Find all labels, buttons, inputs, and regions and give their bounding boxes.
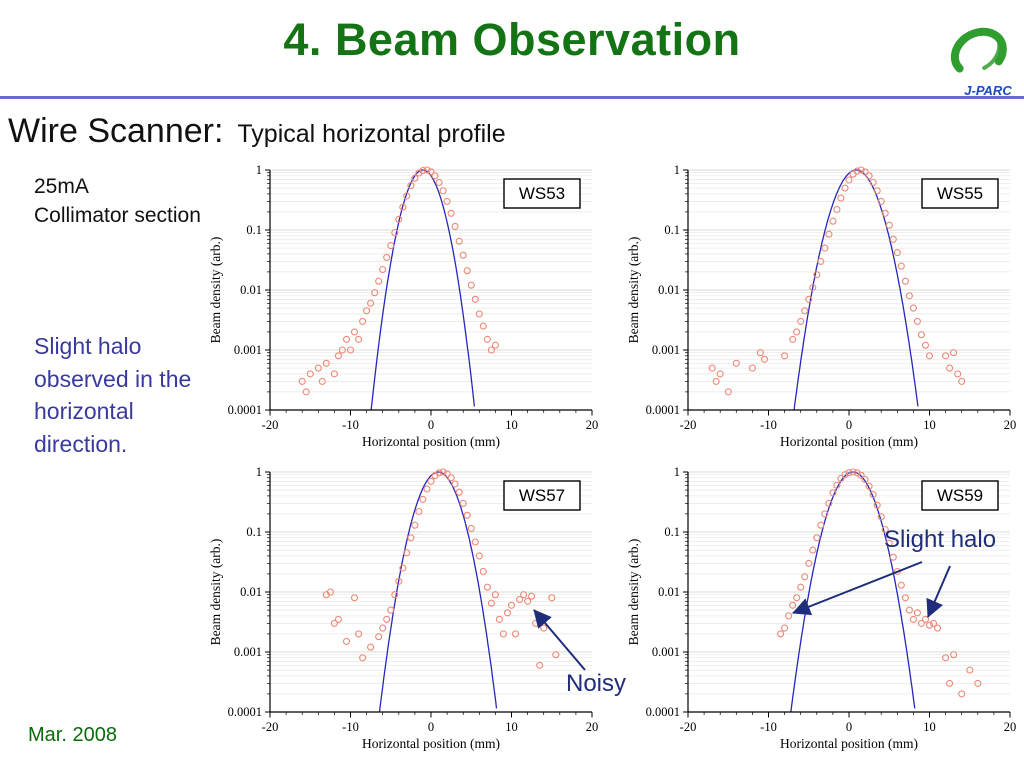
svg-text:0.001: 0.001: [652, 343, 680, 357]
svg-text:0.0001: 0.0001: [646, 403, 680, 417]
svg-text:Horizontal position (mm): Horizontal position (mm): [362, 434, 500, 449]
svg-text:0.001: 0.001: [234, 343, 262, 357]
svg-text:0.001: 0.001: [652, 645, 680, 659]
chart-ws53: 1 0.1 0.01 0.001 0.0001 -20 -10 0 10 20 Horizontal…: [208, 158, 604, 456]
jparc-logo-graphic: J-PARC: [950, 27, 1012, 98]
svg-text:-10: -10: [342, 720, 359, 734]
svg-text:-20: -20: [680, 418, 697, 432]
svg-text:0: 0: [428, 720, 434, 734]
svg-text:-10: -10: [760, 418, 777, 432]
svg-text:-20: -20: [680, 720, 697, 734]
svg-text:0.01: 0.01: [240, 585, 262, 599]
profile-subheading: Typical horizontal profile: [237, 120, 506, 148]
svg-text:0.0001: 0.0001: [646, 705, 680, 719]
svg-text:WS59: WS59: [937, 486, 983, 505]
svg-text:Horizontal position (mm): Horizontal position (mm): [780, 736, 918, 751]
svg-text:0.01: 0.01: [240, 283, 262, 297]
slide-title: 4. Beam Observation: [283, 14, 741, 65]
wire-scanner-heading: Wire Scanner:: [8, 112, 224, 150]
svg-text:20: 20: [586, 720, 599, 734]
svg-text:-10: -10: [760, 720, 777, 734]
svg-text:1: 1: [256, 163, 262, 177]
svg-text:0: 0: [846, 720, 852, 734]
svg-text:WS53: WS53: [519, 184, 565, 203]
jparc-logo: J-PARC: [940, 18, 1016, 102]
svg-text:20: 20: [586, 418, 599, 432]
svg-text:0: 0: [846, 418, 852, 432]
heading-row: Wire Scanner: Typical horizontal profile: [8, 112, 506, 151]
beam-current-label: 25mA: [34, 175, 89, 198]
svg-text:WS55: WS55: [937, 184, 983, 203]
svg-text:0.01: 0.01: [658, 585, 680, 599]
svg-text:-20: -20: [262, 418, 279, 432]
svg-text:-20: -20: [262, 720, 279, 734]
svg-text:0.01: 0.01: [658, 283, 680, 297]
svg-text:Beam density (arb.): Beam density (arb.): [208, 539, 223, 646]
svg-text:10: 10: [505, 418, 518, 432]
svg-text:10: 10: [923, 720, 936, 734]
svg-text:20: 20: [1004, 418, 1017, 432]
annotation-slight-halo: Slight halo: [884, 526, 997, 553]
svg-text:Beam density (arb.): Beam density (arb.): [208, 237, 223, 344]
svg-text:10: 10: [923, 418, 936, 432]
svg-text:10: 10: [505, 720, 518, 734]
halo-note: Slight halo observed in the horizontal d…: [34, 333, 192, 457]
svg-text:0.1: 0.1: [246, 223, 262, 237]
svg-text:Beam density (arb.): Beam density (arb.): [626, 539, 641, 646]
chart-ws59: 1 0.1 0.01 0.001 0.0001 -20 -10 0 10 20 Horizontal…: [626, 460, 1022, 758]
svg-text:1: 1: [674, 163, 680, 177]
svg-text:0.0001: 0.0001: [228, 403, 262, 417]
svg-text:1: 1: [256, 465, 262, 479]
svg-text:-10: -10: [342, 418, 359, 432]
svg-text:0.1: 0.1: [246, 525, 262, 539]
beam-conditions: 25mA Collimator section: [34, 172, 201, 231]
svg-text:1: 1: [674, 465, 680, 479]
svg-text:WS57: WS57: [519, 486, 565, 505]
svg-text:Horizontal position (mm): Horizontal position (mm): [780, 434, 918, 449]
slide-date: Mar. 2008: [28, 724, 117, 746]
svg-text:0.0001: 0.0001: [228, 705, 262, 719]
svg-text:20: 20: [1004, 720, 1017, 734]
svg-text:0.001: 0.001: [234, 645, 262, 659]
svg-text:0: 0: [428, 418, 434, 432]
svg-text:Horizontal position (mm): Horizontal position (mm): [362, 736, 500, 751]
chart-ws55: 1 0.1 0.01 0.001 0.0001 -20 -10 0 10 20 Horizontal…: [626, 158, 1022, 456]
svg-text:0.1: 0.1: [664, 223, 680, 237]
title-divider: [0, 96, 1024, 99]
chart-ws57: 1 0.1 0.01 0.001 0.0001 -20 -10 0 10 20 Horizontal…: [208, 460, 604, 758]
annotation-noisy: Noisy: [566, 670, 627, 697]
svg-text:Beam density (arb.): Beam density (arb.): [626, 237, 641, 344]
jparc-logo-text: J-PARC: [964, 83, 1012, 98]
collimator-section-label: Collimator section: [34, 204, 201, 228]
svg-text:0.1: 0.1: [664, 525, 680, 539]
